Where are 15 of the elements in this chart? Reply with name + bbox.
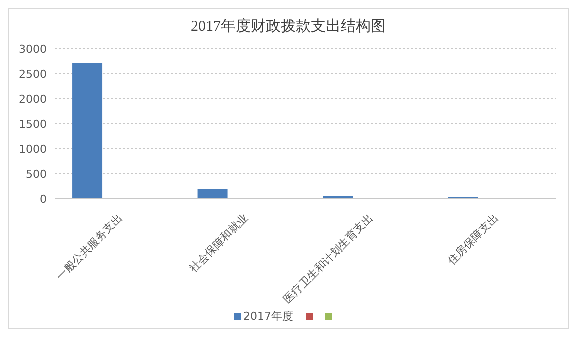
y-tick-label: 1000 (19, 142, 47, 156)
x-tick-label: 社会保障和就业 (187, 212, 251, 276)
y-tick-label: 0 (40, 192, 47, 206)
x-tick-label: 一般公共服务支出 (54, 212, 126, 284)
x-tick-label: 医疗卫生和计划生育支出 (281, 212, 376, 306)
y-tick-label: 3000 (19, 42, 47, 56)
legend-label: 2017年度 (244, 309, 294, 324)
x-tick-label: 住房保障支出 (445, 212, 502, 268)
bar (72, 63, 103, 199)
bar (198, 189, 228, 199)
y-tick-label: 500 (26, 168, 47, 181)
chart-title: 2017年度财政拨款支出结构图 (190, 17, 387, 37)
y-tick-label: 1500 (19, 118, 47, 131)
y-tick-label: 2000 (19, 92, 47, 106)
y-tick-label: 2500 (19, 68, 47, 81)
